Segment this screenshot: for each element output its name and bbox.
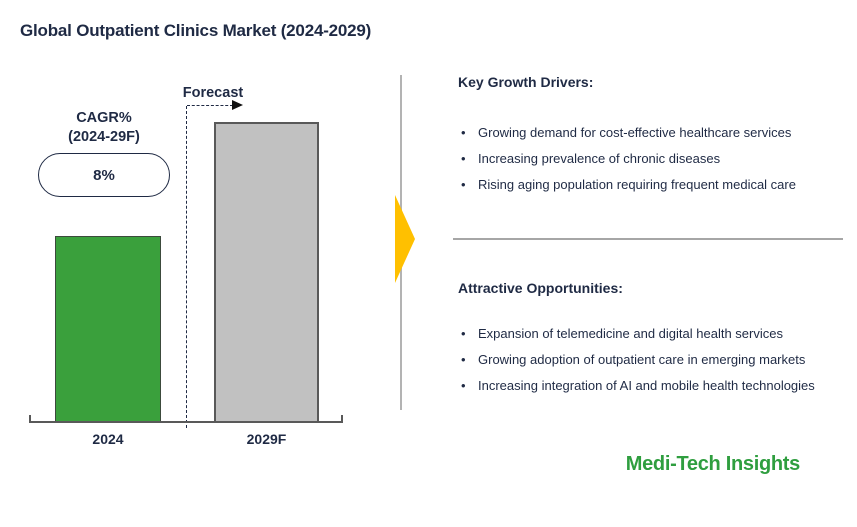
page-title: Global Outpatient Clinics Market (2024-2… <box>20 21 372 40</box>
cagr-value: 8% <box>93 166 115 184</box>
list-item: Growing demand for cost-effective health… <box>458 123 838 142</box>
x-axis-label-2029f: 2029F <box>246 431 287 447</box>
forecast-dashed-line-horizontal <box>187 105 233 106</box>
list-item: Expansion of telemedicine and digital he… <box>458 324 838 343</box>
x-axis-line <box>29 421 343 423</box>
list-item: Increasing prevalence of chronic disease… <box>458 149 838 168</box>
cagr-label-line2: (2024-29F) <box>68 129 140 145</box>
opportunities-heading: Attractive Opportunities: <box>458 280 623 296</box>
x-axis-tick-right <box>341 415 343 422</box>
bar-2024 <box>55 236 161 423</box>
x-axis-label-2024: 2024 <box>92 431 124 447</box>
forecast-arrowhead-icon <box>232 100 243 110</box>
cagr-label: CAGR% (2024-29F) <box>30 109 178 147</box>
list-item: Increasing integration of AI and mobile … <box>458 376 838 395</box>
cagr-value-pill: 8% <box>38 153 170 197</box>
growth-drivers-heading: Key Growth Drivers: <box>458 74 594 90</box>
growth-drivers-list: Growing demand for cost-effective health… <box>458 123 838 201</box>
bar-2029f <box>214 122 319 423</box>
section-divider-line <box>453 238 843 240</box>
medi-tech-insights-logo: Medi-Tech Insights <box>625 453 801 475</box>
x-axis-tick-left <box>29 415 31 422</box>
forecast-dashed-line-vertical <box>186 106 187 428</box>
list-item: Rising aging population requiring freque… <box>458 175 838 194</box>
yellow-flow-arrow-icon <box>395 195 415 283</box>
forecast-label: Forecast <box>182 85 244 101</box>
opportunities-list: Expansion of telemedicine and digital he… <box>458 324 838 402</box>
list-item: Growing adoption of outpatient care in e… <box>458 350 838 369</box>
cagr-label-line1: CAGR% <box>76 110 132 126</box>
